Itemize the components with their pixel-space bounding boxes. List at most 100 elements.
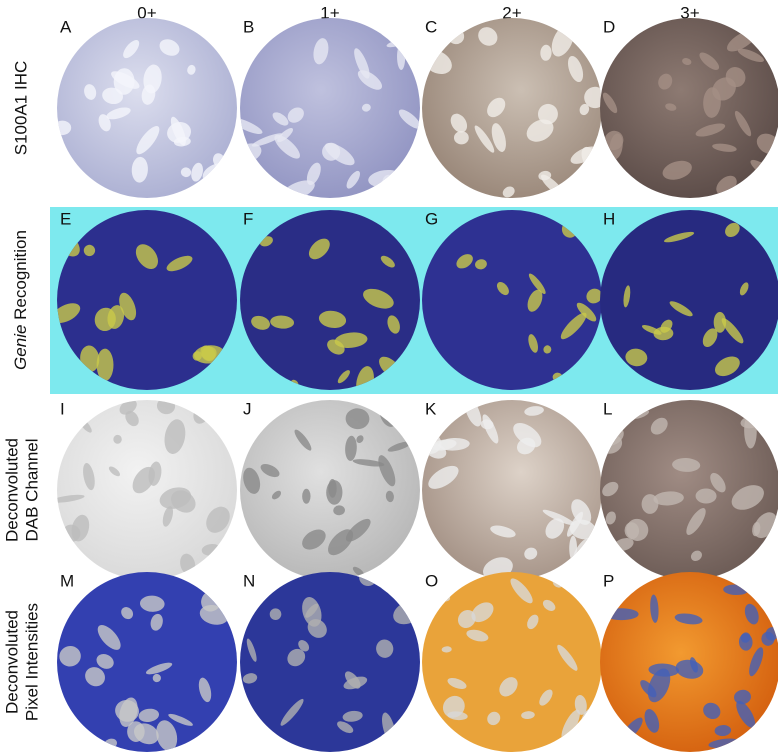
- tissue-blob: [762, 181, 771, 190]
- tissue-blob: [302, 488, 311, 504]
- row-label: Deconvoluted: [2, 438, 21, 542]
- tissue-blob: [240, 732, 261, 751]
- tissue-blob: [401, 737, 418, 750]
- tissue-blob: [363, 288, 394, 309]
- tissue-blob: [528, 334, 538, 353]
- tissue-blob: [499, 677, 518, 697]
- tissue-blob: [246, 638, 257, 662]
- tissue-blob: [658, 73, 673, 90]
- tissue-blob: [538, 170, 552, 181]
- tissue-blob: [528, 273, 546, 295]
- row-label: Genie Recognition: [11, 230, 30, 370]
- tissue-blob: [380, 255, 395, 268]
- tissue-blob: [271, 490, 282, 500]
- tissue-texture: [611, 217, 749, 377]
- tissue-blob: [98, 114, 111, 132]
- tissue-blob: [132, 466, 155, 494]
- tissue-texture: [426, 221, 602, 386]
- tissue-blob: [59, 646, 81, 667]
- tissue-blob: [605, 511, 616, 525]
- tissue-blob: [113, 434, 122, 444]
- tissue-blob: [456, 254, 473, 269]
- panel-letter: I: [60, 399, 65, 418]
- tissue-blob: [152, 673, 161, 683]
- panel-letter: N: [243, 571, 255, 590]
- tissue-blob: [408, 739, 420, 752]
- tissue-blob: [119, 400, 137, 415]
- tissue-blob: [576, 302, 597, 322]
- tissue-blob: [96, 654, 114, 669]
- tissue-blob: [524, 406, 544, 416]
- panel-letter: O: [425, 571, 438, 590]
- tissue-blob: [84, 84, 97, 100]
- row-label: S100A1 IHC: [11, 61, 30, 156]
- panel-letter: J: [243, 399, 252, 418]
- tissue-blob: [357, 70, 383, 90]
- tissue-blob: [166, 255, 193, 272]
- tissue-blob: [737, 48, 764, 63]
- tissue-blob: [574, 694, 587, 715]
- tissue-blob: [653, 491, 684, 506]
- tissue-blob: [539, 689, 553, 706]
- tissue-blob: [96, 348, 114, 382]
- tissue-blob: [510, 578, 533, 604]
- tissue-core: [422, 18, 602, 198]
- tissue-blob: [466, 629, 489, 642]
- panel-letter: G: [425, 209, 438, 228]
- tissue-blob: [731, 485, 764, 510]
- panel-letter: D: [603, 17, 615, 36]
- tissue-blob: [542, 509, 575, 526]
- tissue-core: [240, 210, 420, 390]
- tissue-blob: [326, 480, 343, 505]
- panel-letter: C: [425, 17, 437, 36]
- tissue-core: [57, 572, 237, 752]
- tissue-blob: [736, 700, 756, 728]
- tissue-blob: [57, 494, 85, 503]
- tissue-blob: [641, 325, 662, 335]
- tissue-blob: [106, 107, 131, 120]
- tissue-blob: [669, 301, 693, 317]
- row-label: Pixel Intensities: [22, 603, 41, 721]
- tissue-blob: [121, 607, 134, 620]
- tissue-core: [240, 572, 420, 752]
- column-header: 0+: [137, 3, 156, 22]
- tissue-blob: [487, 97, 506, 118]
- tissue-blob: [162, 506, 174, 527]
- tissue-blob: [557, 644, 578, 671]
- tissue-blob: [159, 487, 192, 509]
- tissue-blob: [302, 597, 322, 627]
- tissue-blob: [71, 514, 90, 542]
- tissue-blob: [453, 131, 469, 145]
- tissue-blob: [251, 315, 270, 330]
- tissue-core: [422, 210, 602, 390]
- tissue-blob: [714, 356, 740, 377]
- tissue-blob: [318, 310, 347, 328]
- tissue-blob: [328, 529, 354, 556]
- column-header: 3+: [680, 3, 699, 22]
- tissue-blob: [713, 311, 727, 333]
- tissue-core: [57, 400, 237, 580]
- tissue-blob: [352, 566, 365, 577]
- tissue-blob: [471, 602, 494, 623]
- panel-letter: M: [60, 571, 74, 590]
- column-header: 1+: [320, 3, 339, 22]
- tissue-blob: [192, 351, 202, 361]
- tissue-blob: [83, 244, 96, 257]
- tissue-blob: [513, 422, 542, 448]
- tissue-blob: [641, 494, 659, 514]
- tissue-blob: [695, 123, 726, 137]
- tissue-blob: [428, 465, 459, 489]
- tissue-blob: [280, 698, 304, 726]
- tissue-blob: [216, 408, 227, 423]
- tissue-blob: [524, 547, 538, 560]
- tissue-blob: [441, 646, 452, 653]
- tissue-blob: [502, 186, 515, 198]
- tissue-blob: [201, 346, 217, 361]
- tissue-blob: [277, 128, 293, 143]
- tissue-blob: [376, 639, 394, 658]
- tissue-blob: [294, 429, 312, 451]
- tissue-blob: [344, 671, 361, 689]
- tissue-blob: [660, 319, 673, 333]
- tissue-blob: [272, 112, 289, 126]
- tissue-blob: [447, 678, 467, 689]
